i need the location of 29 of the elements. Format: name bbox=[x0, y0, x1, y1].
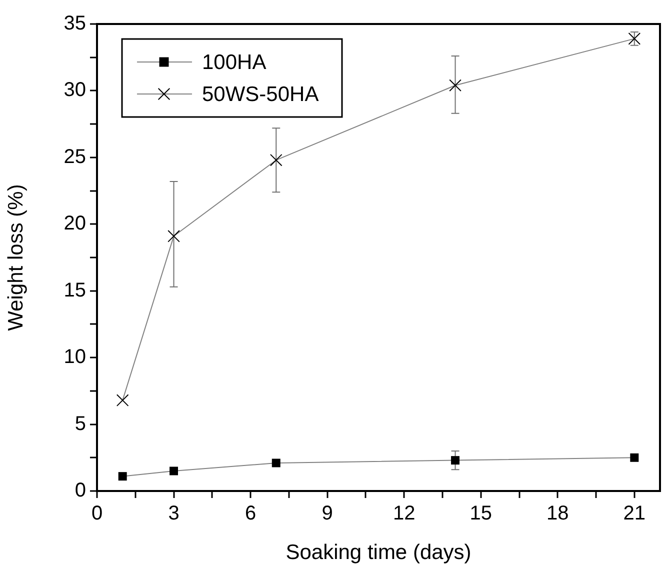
point bbox=[170, 466, 178, 476]
point bbox=[630, 453, 639, 462]
x-tick-label: 3 bbox=[168, 502, 180, 525]
y-tick-label: 10 bbox=[64, 346, 86, 368]
point bbox=[118, 472, 127, 481]
y-tick-label: 0 bbox=[74, 480, 86, 502]
point bbox=[168, 230, 180, 242]
y-tick-label: 25 bbox=[64, 146, 86, 168]
x-tick-label: 0 bbox=[91, 502, 103, 525]
legend-label: 100HA bbox=[202, 50, 266, 74]
y-tick-label: 30 bbox=[64, 79, 86, 102]
legend-label: 50WS-50HA bbox=[202, 82, 319, 106]
x-tick-label: 18 bbox=[546, 502, 569, 525]
y-tick-label: 5 bbox=[74, 412, 86, 435]
x-tick-label: 15 bbox=[470, 502, 492, 525]
point bbox=[451, 456, 460, 465]
y-tick-label: 15 bbox=[64, 279, 86, 302]
y-tick-label: 35 bbox=[64, 12, 86, 35]
x-axis-title: Soaking time (days) bbox=[286, 541, 472, 564]
point bbox=[116, 394, 129, 406]
x-tick-label: 6 bbox=[244, 502, 256, 525]
point bbox=[449, 79, 462, 92]
point bbox=[272, 458, 280, 468]
x-tick-label: 9 bbox=[322, 502, 333, 525]
y-axis-title: Weight loss (%) bbox=[4, 184, 28, 331]
x-tick-label: 12 bbox=[392, 502, 416, 525]
x-tick-label: 21 bbox=[623, 502, 646, 525]
point bbox=[270, 154, 282, 166]
y-tick-label: 20 bbox=[64, 212, 86, 235]
